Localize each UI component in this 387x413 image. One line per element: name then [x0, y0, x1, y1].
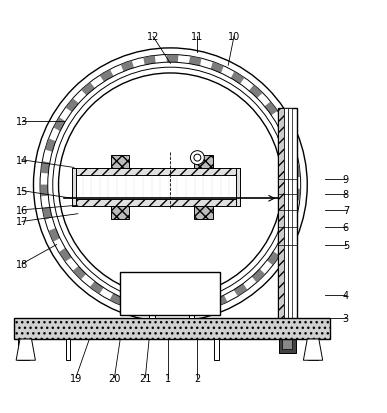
- Bar: [279, 330, 296, 353]
- Bar: [194, 206, 213, 220]
- Bar: [194, 155, 213, 169]
- Bar: [278, 108, 297, 332]
- Text: 3: 3: [343, 313, 349, 323]
- Text: 2: 2: [194, 373, 200, 383]
- Bar: [189, 293, 194, 318]
- Bar: [19, 339, 29, 361]
- Bar: [149, 293, 154, 318]
- Bar: [288, 108, 292, 332]
- Bar: [111, 206, 129, 220]
- Text: 8: 8: [343, 190, 349, 200]
- Bar: [120, 273, 221, 315]
- Polygon shape: [16, 339, 35, 361]
- Text: 11: 11: [191, 32, 204, 42]
- Text: 1: 1: [165, 373, 171, 383]
- Text: 16: 16: [16, 205, 28, 215]
- Text: 13: 13: [16, 117, 28, 127]
- Bar: [72, 169, 76, 206]
- Text: 6: 6: [343, 223, 349, 233]
- Text: 19: 19: [70, 373, 82, 383]
- Bar: [14, 318, 330, 339]
- Bar: [282, 339, 292, 349]
- Text: 4: 4: [343, 290, 349, 300]
- Text: 20: 20: [108, 373, 121, 383]
- Circle shape: [190, 151, 204, 165]
- Bar: [66, 339, 70, 361]
- Text: 12: 12: [147, 32, 159, 42]
- Text: 9: 9: [343, 175, 349, 185]
- Text: 18: 18: [16, 259, 28, 269]
- Bar: [278, 108, 284, 332]
- Polygon shape: [303, 339, 323, 361]
- Text: 17: 17: [16, 217, 28, 227]
- Bar: [214, 339, 219, 361]
- Text: 14: 14: [16, 155, 28, 165]
- Bar: [111, 155, 129, 169]
- Text: 21: 21: [139, 373, 151, 383]
- Text: 10: 10: [228, 32, 240, 42]
- Bar: [284, 108, 288, 332]
- Bar: [72, 199, 240, 206]
- Text: 7: 7: [343, 205, 349, 215]
- Bar: [236, 169, 240, 206]
- Text: 5: 5: [343, 240, 349, 250]
- Bar: [72, 169, 240, 176]
- Text: 15: 15: [16, 186, 28, 196]
- Bar: [308, 339, 319, 361]
